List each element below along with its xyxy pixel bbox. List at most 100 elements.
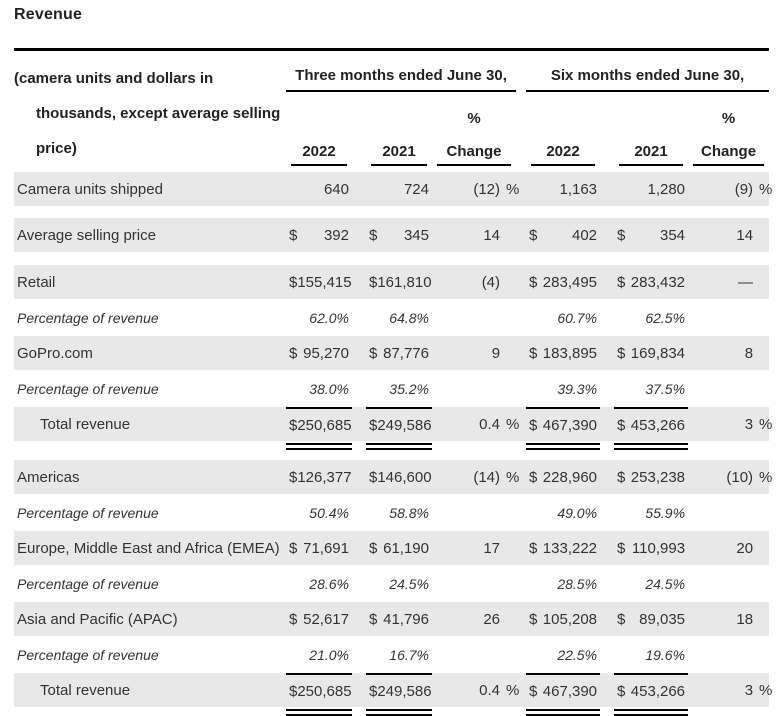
column-gap (516, 218, 527, 252)
cell-h-2021: 19.6% (614, 636, 689, 673)
cell-h-change: 18 (688, 602, 770, 636)
cell-q-2021: $249,586 (366, 673, 432, 716)
row-label: GoPro.com (14, 336, 286, 370)
column-gap (516, 336, 527, 370)
column-gap (352, 218, 366, 252)
cell-h-2022: 22.5% (526, 636, 601, 673)
row-spacer (14, 206, 770, 218)
column-gap (516, 636, 527, 673)
column-gap (352, 673, 366, 707)
cell-h-2021: $354 (614, 218, 689, 252)
column-gap (600, 460, 615, 494)
column-gap (352, 636, 366, 673)
col-header-h-2021: 2021 (614, 128, 688, 166)
column-gap (600, 494, 615, 531)
table-row: Average selling price $392 $345 14 $402 … (14, 218, 770, 252)
column-gap (352, 494, 366, 531)
cell-h-change (688, 370, 770, 407)
cell-q-2021: 16.7% (366, 636, 432, 673)
cell-q-2021: 64.8% (366, 299, 432, 336)
column-gap (516, 602, 527, 636)
row-label: Camera units shipped (14, 172, 286, 206)
column-gap (600, 172, 615, 206)
cell-h-2021: $110,993 (614, 531, 689, 565)
column-gap (600, 265, 615, 299)
cell-q-2022: 28.6% (286, 565, 352, 602)
percent-header-q: % (467, 110, 481, 128)
row-label: Percentage of revenue (14, 299, 286, 336)
cell-q-2022: 50.4% (286, 494, 352, 531)
column-gap (516, 673, 527, 707)
column-gap (516, 265, 527, 299)
cell-q-change: 26 (432, 602, 517, 636)
column-gap (600, 673, 615, 707)
column-gap (516, 494, 527, 531)
cell-q-change: 0.4% (432, 407, 519, 441)
row-label: Percentage of revenue (14, 370, 286, 407)
column-gap (516, 172, 527, 206)
col-header-h-change: Change (688, 128, 769, 166)
table-row: Percentage of revenue 62.0% 64.8% 60.7% … (14, 299, 770, 336)
table-row: Americas $126,377 $146,600 (14)% $228,96… (14, 460, 772, 494)
cell-h-2022: 60.7% (526, 299, 601, 336)
column-gap (600, 218, 615, 252)
cell-q-2021: 24.5% (366, 565, 432, 602)
column-gap (352, 172, 366, 206)
column-gap (516, 460, 527, 494)
cell-q-2022: $95,270 (286, 336, 352, 370)
table-row: Total revenue $250,685 $249,586 0.4% $46… (14, 407, 772, 450)
column-gap (352, 299, 366, 336)
cell-q-2022: $155,415 (286, 265, 352, 299)
cell-q-change: (4) (432, 265, 517, 299)
cell-h-2022: $228,960 (526, 460, 601, 494)
column-gap (352, 265, 366, 299)
row-label-header-text: (camera units and dollars in thousands, … (14, 70, 281, 157)
cell-q-2022: $126,377 (286, 460, 352, 494)
row-label: Retail (14, 265, 286, 299)
cell-h-change: 20 (688, 531, 770, 565)
cell-h-2021: 62.5% (614, 299, 689, 336)
cell-q-2021: $161,810 (366, 265, 432, 299)
cell-q-2022: $392 (286, 218, 352, 252)
cell-h-2022: $402 (526, 218, 601, 252)
column-gap (600, 336, 615, 370)
cell-q-2021: 35.2% (366, 370, 432, 407)
cell-h-2021: 55.9% (614, 494, 689, 531)
row-label: Average selling price (14, 218, 286, 252)
cell-h-2022: $133,222 (526, 531, 601, 565)
table-header: (camera units and dollars in thousands, … (14, 51, 770, 166)
cell-q-2022: $250,685 (286, 407, 352, 450)
cell-q-2022: 640 (286, 172, 352, 206)
cell-h-2021: $283,432 (614, 265, 689, 299)
column-gap (600, 602, 615, 636)
cell-h-change: 3% (688, 673, 772, 707)
page-title: Revenue (14, 6, 83, 23)
row-spacer (14, 252, 770, 265)
table-row: Asia and Pacific (APAC) $52,617 $41,796 … (14, 602, 770, 636)
cell-q-change: 14 (432, 218, 517, 252)
table-row: Total revenue $250,685 $249,586 0.4% $46… (14, 673, 772, 716)
cell-h-change (688, 565, 770, 602)
table-row: Percentage of revenue 28.6% 24.5% 28.5% … (14, 565, 770, 602)
cell-h-change: (9)% (688, 172, 772, 206)
cell-q-change: (14)% (432, 460, 519, 494)
column-gap (600, 370, 615, 407)
row-label: Percentage of revenue (14, 636, 286, 673)
column-gap (352, 370, 366, 407)
table-row: Retail $155,415 $161,810 (4) $283,495 $2… (14, 265, 770, 299)
column-gap (516, 370, 527, 407)
column-gap (352, 460, 366, 494)
cell-h-2022: 39.3% (526, 370, 601, 407)
cell-h-2022: 49.0% (526, 494, 601, 531)
cell-h-2021: $453,266 (614, 673, 689, 716)
column-gap (516, 531, 527, 565)
row-spacer (14, 166, 770, 172)
col-header-h-2022: 2022 (526, 128, 600, 166)
table-row: GoPro.com $95,270 $87,776 9 $183,895 $16… (14, 336, 770, 370)
cell-h-2021: $89,035 (614, 602, 689, 636)
col-header-q-2022: 2022 (286, 128, 352, 166)
column-gap (600, 636, 615, 673)
cell-q-change (432, 636, 517, 673)
column-gap (600, 531, 615, 565)
